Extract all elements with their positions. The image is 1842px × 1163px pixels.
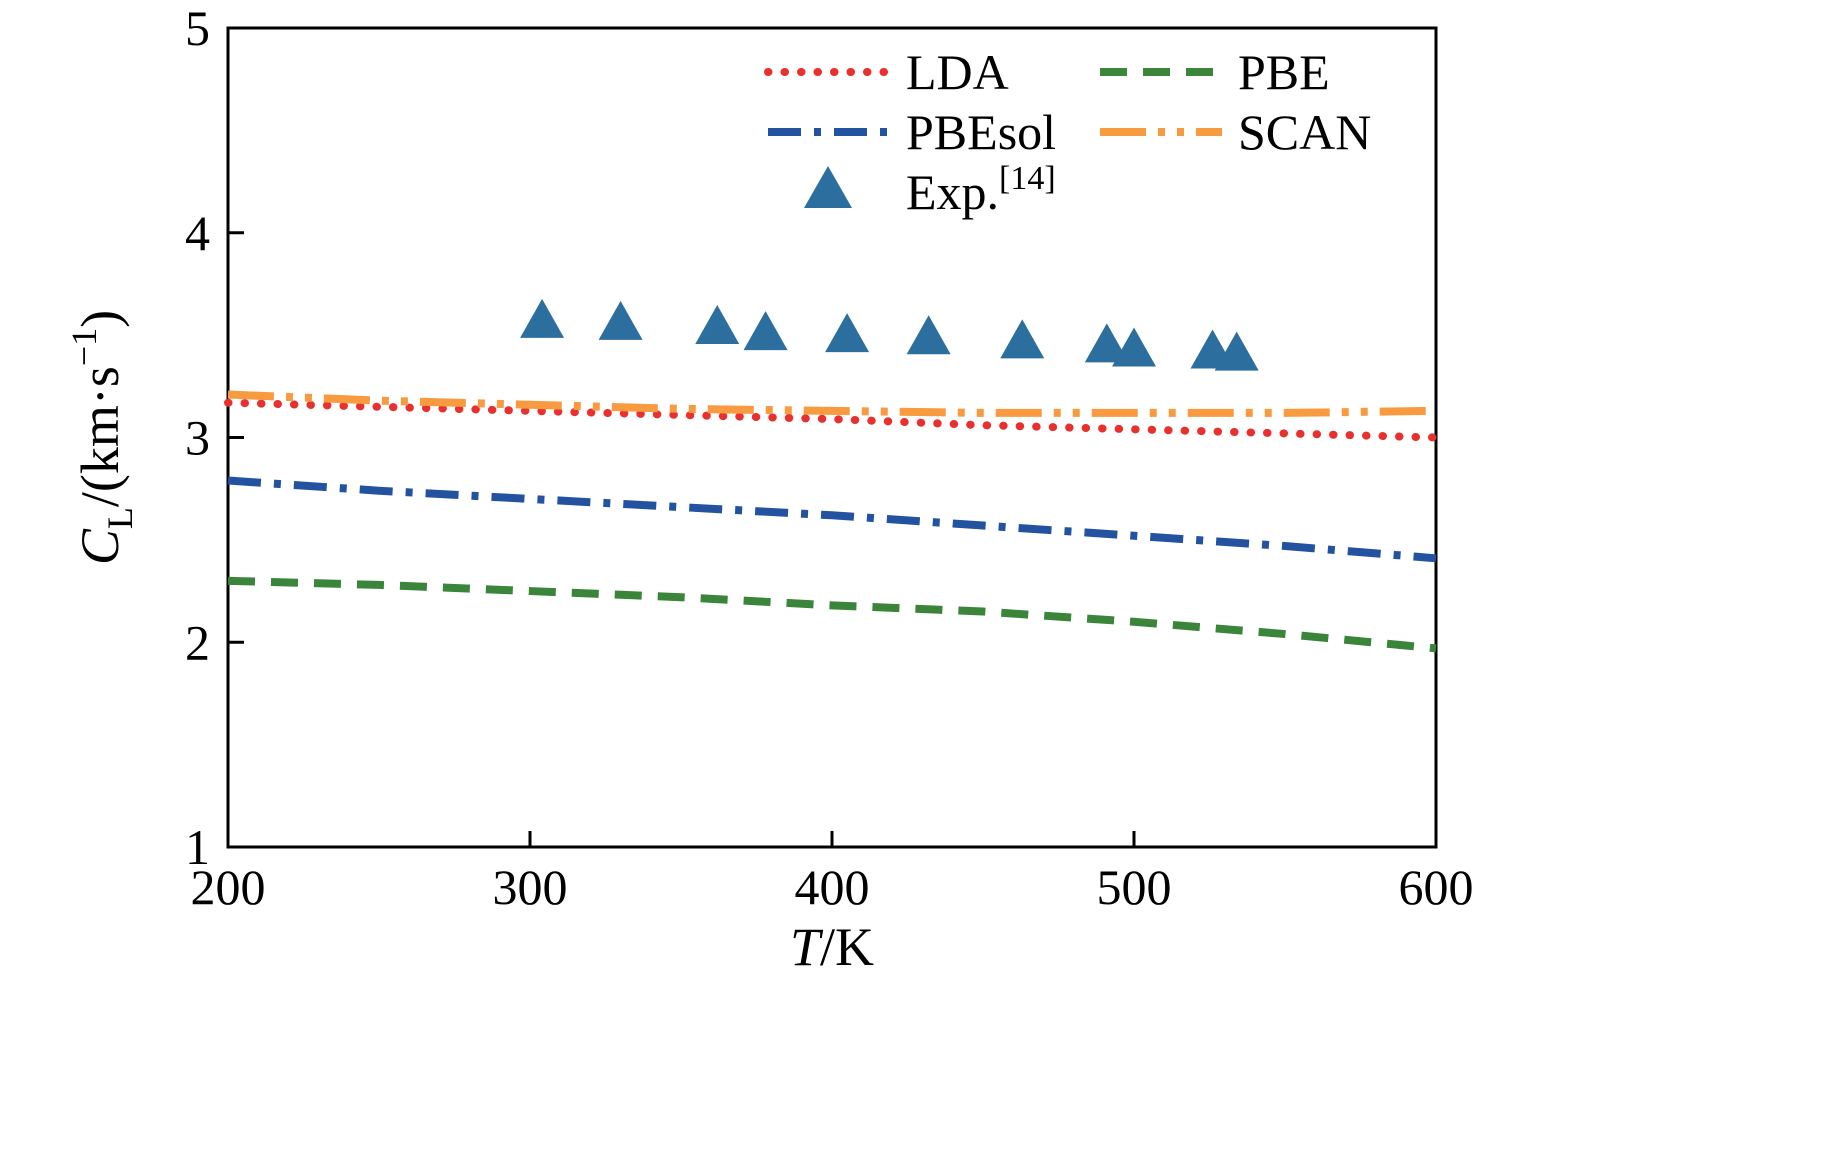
legend-label-pbesol: PBEsol	[906, 104, 1056, 160]
legend-label-pbe: PBE	[1238, 44, 1330, 100]
y-tick-label: 1	[185, 819, 210, 875]
y-tick-label: 5	[185, 0, 210, 56]
x-tick-label: 400	[795, 859, 870, 915]
exp-data-marker	[743, 311, 788, 351]
y-tick-label: 3	[185, 410, 210, 466]
exp-data-marker	[1084, 323, 1129, 363]
exp-data-marker	[906, 315, 951, 355]
x-axis-label: T/K	[790, 917, 874, 977]
exp-data-marker	[1000, 319, 1045, 359]
legend-label-scan: SCAN	[1238, 104, 1371, 160]
exp-data-marker	[1112, 327, 1156, 367]
legend-label-exp: Exp.[14]	[906, 160, 1056, 220]
series-line-lda	[224, 398, 1440, 442]
legend-label-lda: LDA	[906, 44, 1009, 100]
x-tick-label: 200	[191, 859, 266, 915]
series-line-scan	[227, 390, 1437, 417]
y-axis-label: CL/(km·s−1)	[64, 310, 140, 565]
exp-data-marker	[695, 304, 740, 344]
y-tick-label: 2	[185, 614, 210, 670]
legend-marker-exp	[804, 166, 852, 208]
x-tick-label: 600	[1399, 859, 1474, 915]
y-tick-label: 4	[185, 205, 210, 261]
series-line-pbesol	[227, 476, 1437, 563]
exp-data-marker	[598, 300, 643, 340]
x-tick-label: 500	[1097, 859, 1172, 915]
exp-data-marker	[520, 298, 565, 338]
exp-data-marker	[1214, 331, 1259, 371]
exp-data-marker	[825, 313, 870, 353]
series-line-pbe	[227, 576, 1437, 653]
x-tick-label: 300	[493, 859, 568, 915]
